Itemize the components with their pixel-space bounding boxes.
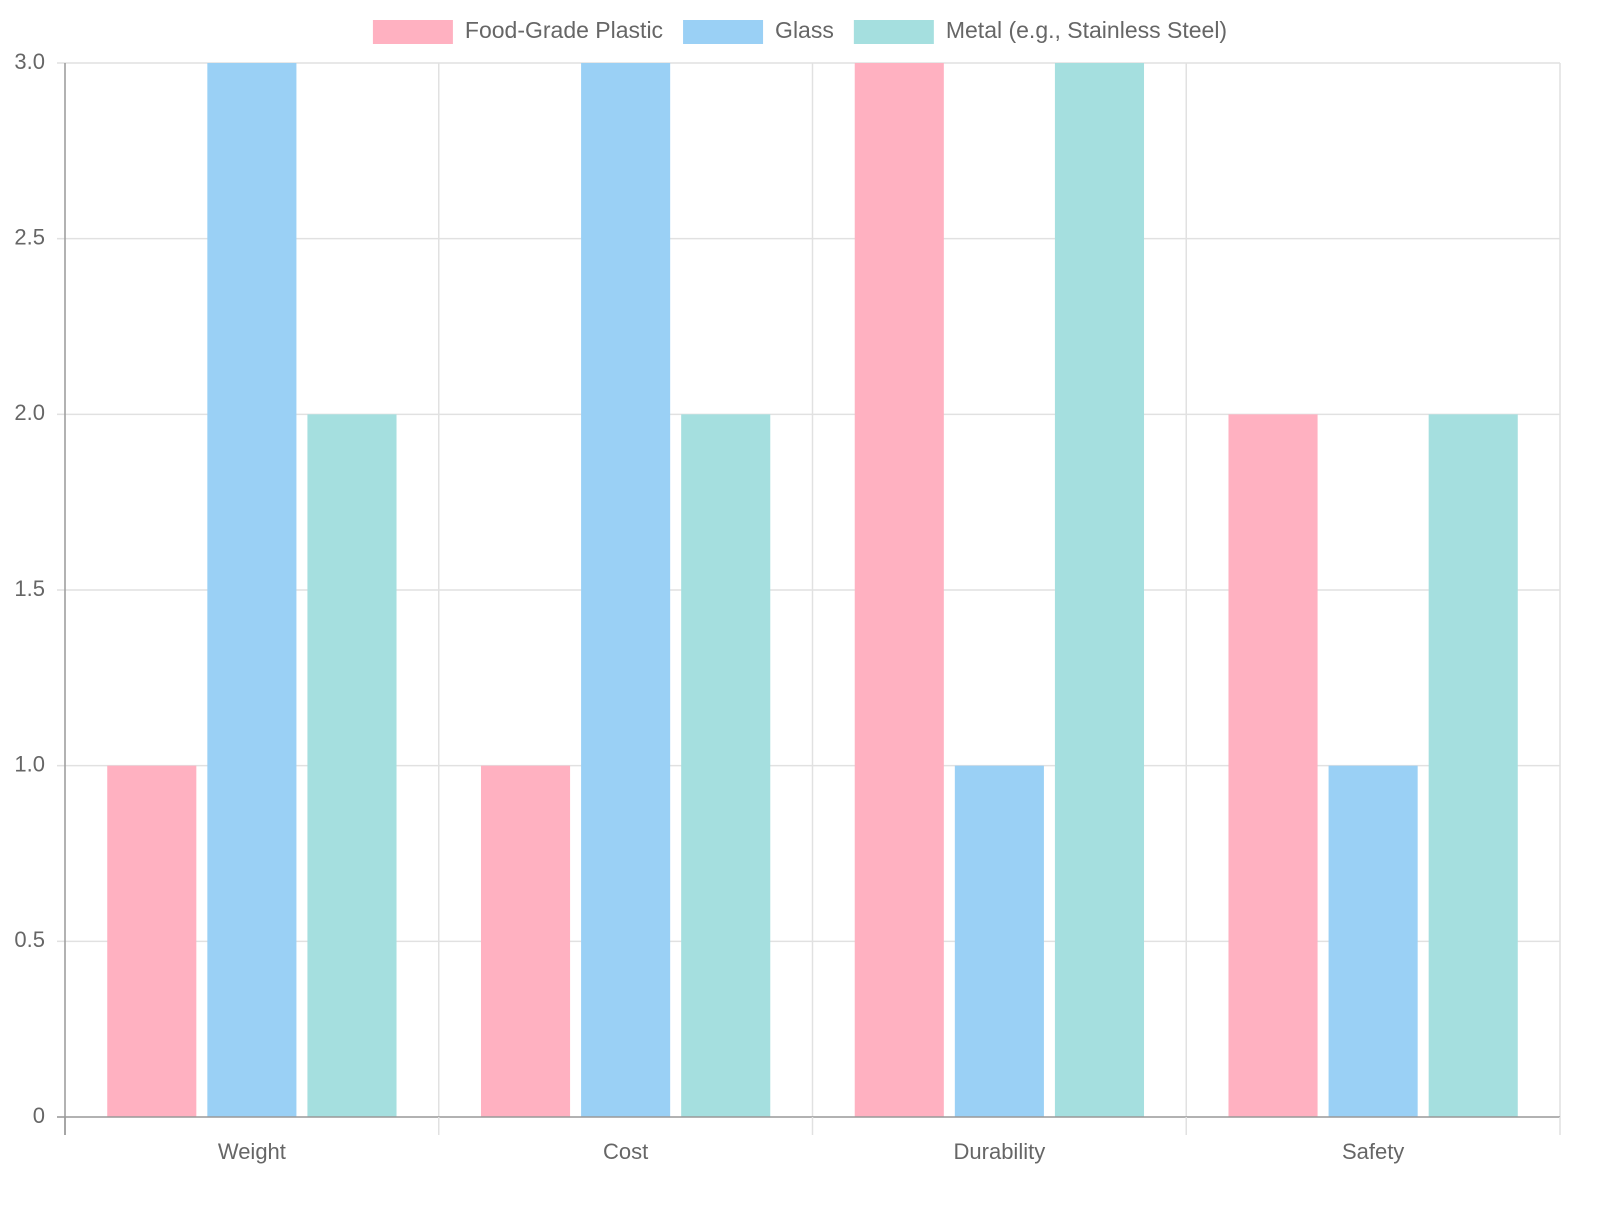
legend-item[interactable]: Food-Grade Plastic — [372, 17, 663, 44]
bar[interactable] — [954, 765, 1044, 1117]
bar[interactable] — [207, 63, 297, 1117]
bar[interactable] — [307, 414, 397, 1117]
legend-item[interactable]: Metal (e.g., Stainless Steel) — [853, 17, 1227, 44]
legend-swatch — [683, 20, 764, 44]
y-tick-label: 1.0 — [14, 751, 45, 776]
bar[interactable] — [681, 414, 771, 1117]
legend-swatch — [853, 20, 934, 44]
bar[interactable] — [1054, 63, 1145, 1117]
legend-item[interactable]: Glass — [683, 17, 834, 44]
y-tick-label: 2.0 — [14, 400, 45, 425]
bar[interactable] — [1228, 414, 1318, 1117]
axes: 0 0.5 1.0 1.5 2.0 2.5 3.0 Weight Cost Durability S… — [14, 49, 1561, 1164]
y-tick-label: 3.0 — [14, 49, 45, 74]
legend-label: Metal (e.g., Stainless Steel) — [946, 17, 1227, 43]
bar[interactable] — [854, 63, 944, 1117]
bar[interactable] — [1428, 414, 1518, 1117]
bar[interactable] — [1328, 765, 1418, 1117]
legend-label: Food-Grade Plastic — [465, 17, 663, 43]
legend-label: Glass — [775, 17, 834, 43]
y-tick-label: 2.5 — [14, 224, 45, 249]
x-tick-label: Cost — [603, 1139, 648, 1164]
bars — [107, 63, 1518, 1117]
y-tick-label: 0.5 — [14, 927, 45, 952]
y-tick-label: 1.5 — [14, 576, 45, 601]
x-tick-label: Durability — [954, 1139, 1046, 1164]
bar[interactable] — [480, 765, 571, 1117]
bar[interactable] — [107, 765, 197, 1117]
bar[interactable] — [581, 63, 671, 1117]
legend[interactable]: Food-Grade Plastic Glass Metal (e.g., Stai… — [372, 17, 1227, 44]
x-tick-label: Safety — [1342, 1139, 1404, 1164]
y-tick-label: 0 — [33, 1103, 45, 1128]
legend-swatch — [372, 20, 453, 44]
x-tick-label: Weight — [218, 1139, 286, 1164]
